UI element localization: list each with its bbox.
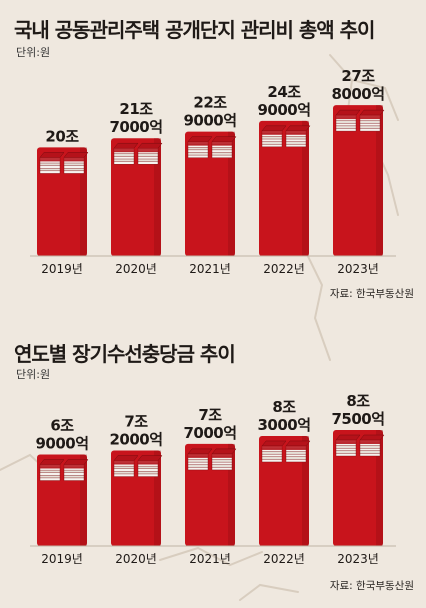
data-label: 21조: [119, 100, 153, 118]
data-label: 8000억: [331, 85, 384, 103]
bar: [333, 430, 383, 546]
data-layer: 20조2019년21조7000억2020년22조9000억2021년24조900…: [37, 67, 385, 276]
stacked-banknotes-icon: [335, 109, 385, 132]
bar: [37, 147, 87, 256]
stacked-banknotes-icon: [113, 142, 163, 165]
bar-shade: [302, 120, 309, 256]
stacked-banknotes-icon: [39, 459, 89, 481]
bar-shade: [376, 105, 383, 256]
source-label: 자료: 한국부동산원: [329, 288, 414, 300]
x-tick-label: 2021년: [189, 552, 231, 566]
x-tick-label: 2022년: [263, 552, 305, 566]
stacked-banknotes-icon: [187, 136, 237, 158]
data-label: 7조: [198, 406, 222, 424]
x-tick-label: 2021년: [189, 262, 231, 276]
x-tick-label: 2023년: [337, 552, 379, 566]
x-tick-label: 2023년: [337, 262, 379, 276]
data-label: 9000억: [183, 112, 236, 130]
bar-shade: [228, 131, 235, 256]
data-label: 27조: [341, 67, 375, 85]
data-label: 6조: [50, 417, 74, 435]
data-label: 20조: [45, 127, 79, 145]
bar-shade: [80, 147, 87, 256]
bar-shade: [154, 450, 161, 546]
bar-shade: [80, 454, 87, 546]
bar-shade: [154, 138, 161, 256]
data-layer: 6조9000억2019년7조2000억2020년7조7000억2021년8조30…: [35, 392, 385, 566]
unit-label: 단위:원: [16, 368, 51, 381]
bar: [333, 105, 383, 256]
bar-group: 20조 2019년: [37, 127, 89, 276]
x-tick-label: 2020년: [115, 262, 157, 276]
data-label: 22조: [193, 94, 227, 112]
data-label: 3000억: [257, 416, 310, 434]
chart-title: 연도별 장기수선충당금 추이: [14, 342, 236, 366]
data-label: 7조: [124, 413, 148, 431]
data-label: 9000억: [257, 101, 310, 119]
source-label: 자료: 한국부동산원: [329, 580, 414, 592]
x-tick-label: 2019년: [41, 262, 83, 276]
x-tick-label: 2019년: [41, 552, 83, 566]
data-label: 8조: [346, 392, 370, 410]
data-label: 7500억: [331, 410, 384, 428]
unit-label: 단위:원: [16, 46, 51, 59]
bar-chart-maintenance-cost: 20조2019년21조7000억2020년22조9000억2021년24조900…: [30, 67, 396, 276]
x-tick-label: 2022년: [263, 262, 305, 276]
bar: [259, 120, 309, 256]
data-label: 8조: [272, 398, 296, 416]
chart-title: 국내 공동관리주택 공개단지 관리비 총액 추이: [14, 18, 375, 42]
stacked-banknotes-icon: [261, 440, 311, 463]
bar-shade: [302, 435, 309, 546]
bar-chart-repair-reserve: 6조9000억2019년7조2000억2020년7조7000억2021년8조30…: [30, 392, 396, 566]
bar: [185, 131, 235, 256]
stacked-banknotes-icon: [39, 152, 89, 174]
stacked-banknotes-icon: [261, 125, 311, 148]
data-label: 7000억: [109, 118, 162, 136]
data-label: 7000억: [183, 424, 236, 442]
bar: [259, 435, 309, 546]
x-tick-label: 2020년: [115, 552, 157, 566]
bar: [111, 138, 161, 256]
data-label: 9000억: [35, 435, 88, 453]
stacked-banknotes-icon: [113, 455, 163, 477]
stacked-banknotes-icon: [187, 448, 237, 471]
bar-shade: [228, 443, 235, 546]
data-label: 24조: [267, 83, 301, 101]
bar-shade: [376, 430, 383, 546]
stacked-banknotes-icon: [335, 434, 385, 457]
data-label: 2000억: [109, 431, 162, 449]
